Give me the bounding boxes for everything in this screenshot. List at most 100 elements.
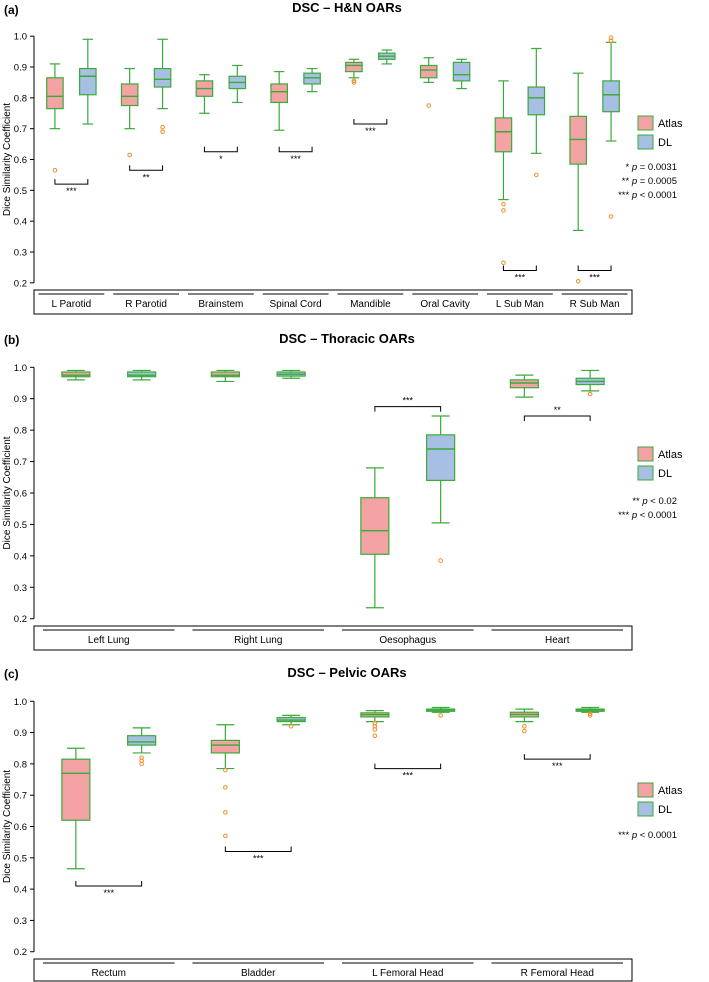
significance-bracket: *** <box>75 880 143 898</box>
atlas-box <box>46 77 64 110</box>
bracket-line <box>374 406 442 412</box>
significance-label: *** <box>552 761 563 771</box>
atlas-box <box>345 61 363 73</box>
significance-bracket: *** <box>502 265 537 283</box>
atlas-box <box>61 758 91 821</box>
y-tick-label: 0.2 <box>14 614 27 625</box>
y-tick-label: 0.8 <box>14 93 27 104</box>
y-tick-label: 0.9 <box>14 394 27 405</box>
category-label: L Femoral Head <box>372 968 443 979</box>
outlier-point <box>223 833 228 839</box>
atlas-box <box>360 497 390 555</box>
bracket-line <box>129 165 164 171</box>
category-label: Rectum <box>92 968 126 979</box>
significance-bracket: *** <box>374 763 442 781</box>
significance-label: *** <box>66 186 77 196</box>
dl-box <box>153 67 172 88</box>
significance-label: ** <box>554 405 562 415</box>
y-tick-label: 0.8 <box>14 759 27 770</box>
outlier-point <box>534 172 539 178</box>
significance-label: *** <box>402 396 413 406</box>
category-label: Left Lung <box>88 635 130 646</box>
pvalue-note: * p = 0.0031 <box>625 162 677 173</box>
atlas-box <box>61 371 91 378</box>
atlas-legend-swatch <box>637 446 654 462</box>
pvalue-note: *** p < 0.0001 <box>618 190 677 201</box>
chart-title: DSC – H&N OARs <box>292 0 402 15</box>
atlas-box <box>210 739 240 754</box>
bracket-line <box>353 119 388 125</box>
outlier-point <box>587 711 593 717</box>
significance-label: *** <box>290 154 301 164</box>
legend-label: DL <box>658 804 672 816</box>
dl-box <box>452 61 471 82</box>
pvalue-notes: ** p < 0.02 *** p < 0.0001 <box>618 496 677 521</box>
category-label: Mandible <box>350 299 391 310</box>
outlier-point <box>160 129 165 135</box>
outlier-point <box>501 201 506 207</box>
outlier-point <box>438 558 443 563</box>
significance-label: *** <box>103 888 114 898</box>
outlier-point <box>127 152 132 158</box>
atlas-box <box>120 83 139 107</box>
dl-box <box>127 371 157 378</box>
significance-label: *** <box>589 273 600 283</box>
dl-box <box>127 735 157 746</box>
category-strip <box>33 958 633 982</box>
y-tick-label: 0.7 <box>14 791 27 802</box>
significance-bracket: *** <box>374 396 442 412</box>
atlas-legend-swatch <box>637 782 654 798</box>
outlier-point <box>223 767 228 773</box>
significance-bracket: ** <box>129 165 164 182</box>
atlas-box <box>210 371 240 378</box>
y-tick-label: 0.6 <box>14 155 27 166</box>
outlier-point <box>522 724 527 729</box>
dl-legend-swatch <box>637 134 654 150</box>
outlier-point <box>372 727 378 732</box>
outlier-point <box>223 810 228 815</box>
y-tick-label: 0.9 <box>14 63 27 74</box>
atlas-box <box>270 83 289 104</box>
significance-label: *** <box>365 126 376 136</box>
y-axis-title: Dice Similarity Coefficient <box>2 103 13 216</box>
bracket-line <box>75 880 143 887</box>
outlier-point <box>288 724 294 729</box>
outlier-point <box>52 167 58 173</box>
atlas-legend-swatch <box>637 115 654 131</box>
legend: Atlas DL <box>637 782 683 817</box>
dl-legend-swatch <box>637 465 654 481</box>
significance-bracket: *** <box>353 119 388 136</box>
category-label: L Sub Man <box>496 299 544 310</box>
outlier-point <box>351 78 357 84</box>
bracket-line <box>224 846 292 853</box>
significance-bracket: *** <box>523 754 591 771</box>
outlier-point <box>223 785 228 790</box>
chart-panel-2: (b) DSC – Thoracic OARs 0.2 0.3 0.4 0.5 0.6 0.7… <box>2 331 683 651</box>
category-label: R Sub Man <box>570 299 620 310</box>
panel-label: (a) <box>4 3 19 17</box>
bracket-line <box>577 265 612 271</box>
significance-bracket: *** <box>224 846 292 864</box>
y-tick-label: 0.5 <box>14 186 27 197</box>
legend-label: Atlas <box>658 449 683 461</box>
y-tick-label: 1.0 <box>14 32 27 43</box>
atlas-box <box>419 64 438 79</box>
legend-label: Atlas <box>658 118 683 130</box>
significance-bracket: *** <box>577 265 612 283</box>
bracket-line <box>278 146 313 153</box>
outlier-point <box>608 38 614 44</box>
legend: Atlas DL <box>637 115 683 150</box>
outlier-point <box>372 733 378 739</box>
chart-title: DSC – Pelvic OARs <box>287 665 406 680</box>
panel-label: (c) <box>4 667 19 681</box>
outlier-point <box>575 278 581 284</box>
y-tick-label: 0.5 <box>14 520 27 531</box>
pvalue-note: ** p = 0.0005 <box>622 176 677 187</box>
pvalue-note: ** p < 0.02 <box>632 496 677 507</box>
pvalue-note: *** p < 0.0001 <box>618 830 677 841</box>
y-tick-label: 0.4 <box>14 217 27 228</box>
significance-bracket: * <box>203 146 238 164</box>
y-tick-label: 0.3 <box>14 583 27 594</box>
dl-box <box>602 80 620 113</box>
legend-label: Atlas <box>658 785 683 797</box>
